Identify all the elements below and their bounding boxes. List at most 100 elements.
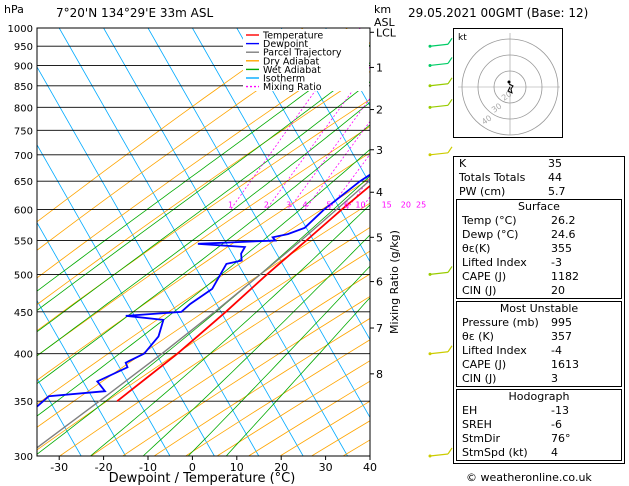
mixing-ratio-tick-label: 2 (264, 201, 269, 210)
right-unit-label-km: km (374, 3, 391, 16)
pressure-tick-label: 850 (14, 82, 33, 93)
pressure-tick-label: 800 (14, 103, 33, 114)
datetime-title: 29.05.2021 00GMT (Base: 12) (408, 6, 589, 20)
wind-barb (429, 351, 449, 355)
surface-row: Temp (°C) 26.2 (462, 214, 576, 227)
pressure-tick-label: 450 (14, 308, 33, 319)
mixing-ratio-axis-title: Mixing Ratio (g/kg) (388, 230, 401, 334)
series-dewpoint (37, 173, 370, 408)
surface-row: Lifted Index -3 (462, 256, 562, 269)
dry-adiabat (153, 317, 370, 456)
dry-adiabat (37, 70, 370, 306)
legend-entry: Mixing Ratio (263, 82, 322, 93)
wind-barb-station (428, 352, 432, 356)
wind-barb-flag (447, 57, 453, 64)
surface-row: Dewp (°C) 24.6 (462, 228, 576, 241)
isotherm (37, 299, 126, 456)
wind-barb (429, 62, 449, 67)
isotherm (58, 28, 304, 456)
dry-adiabat (37, 226, 370, 451)
most-unstable-row: CAPE (J) 1613 (462, 358, 579, 371)
mixing-ratio-labels: 1 2 3 4 5 6 10 15 20 25 (228, 201, 426, 210)
legend-entry: Dry Adiabat (263, 56, 320, 67)
isotherm (236, 28, 370, 263)
surface-row: CIN (J) 20 (462, 284, 565, 297)
surface-section: Surface Temp (°C) 26.2 Dewp (°C) 24.6 θε(K… (456, 199, 622, 299)
isotherm (37, 66, 260, 456)
wind-barb-station (428, 105, 432, 109)
isotherm (192, 28, 370, 341)
legend-background (243, 29, 369, 91)
x-tick-label: -30 (50, 461, 68, 474)
wind-barb (429, 152, 449, 156)
km-tick-label: 1 (376, 61, 383, 74)
series-temperature (116, 184, 370, 402)
wind-barbs (428, 37, 453, 458)
km-tick-label: 3 (376, 144, 383, 157)
mixing-ratio-tick-label: 10 (355, 201, 365, 210)
surface-row: CAPE (J) 1182 (462, 270, 579, 283)
hodograph-row: SREH -6 (462, 418, 562, 431)
wet-adiabat (187, 265, 370, 456)
pressure-tick-label: 550 (14, 237, 33, 248)
wet-adiabat (142, 234, 370, 456)
x-axis-title: Dewpoint / Temperature (°C) (109, 471, 296, 486)
pressure-tick-label: 400 (14, 350, 33, 361)
wind-barb-flag (447, 146, 453, 154)
hodograph-plot: kt 40 30 20 (458, 33, 560, 136)
wind-barb (429, 453, 449, 457)
pressure-tick-label: 300 (14, 452, 33, 463)
pressure-tick-label: 750 (14, 126, 33, 137)
mixing-ratio-tick-label: 1 (228, 201, 233, 210)
pressure-tick-label: 1000 (8, 24, 33, 35)
mixing-ratio-tick-label: 3 (286, 201, 291, 210)
pressure-tick-label: 700 (14, 151, 33, 162)
mixing-ratio-tick-label: 15 (382, 201, 392, 210)
index-row-totals: Totals Totals 44 (459, 171, 562, 184)
wind-barb-flag (447, 37, 453, 45)
most-unstable-row: θε (K) 357 (462, 330, 572, 343)
wind-barb-flag (447, 266, 453, 273)
mixing-ratio-tick-label: 25 (416, 201, 426, 210)
pressure-tick-label: 650 (14, 177, 33, 188)
wind-barb-flag (447, 345, 453, 353)
isotherm (37, 377, 82, 456)
km-tick-label: LCL (376, 26, 397, 39)
hodograph-panel: kt 40 30 20 (453, 28, 563, 138)
wind-barb-station (428, 44, 432, 48)
wet-adiabat (225, 297, 370, 456)
wind-barb-station (428, 153, 432, 157)
pressure-tick-label: 350 (14, 397, 33, 408)
hodograph-trace (507, 83, 514, 94)
wind-barb-flag (447, 447, 453, 455)
wind-barb (429, 83, 449, 87)
most-unstable-title: Most Unstable (499, 302, 579, 315)
pressure-tick-label: 500 (14, 270, 33, 281)
km-tick-label: 2 (376, 104, 383, 117)
location-title: 7°20'N 134°29'E 33m ASL (56, 6, 214, 20)
surface-title: Surface (518, 200, 560, 213)
x-tick-label: 30 (319, 461, 333, 474)
km-tick-label: 7 (376, 322, 383, 335)
x-tick-label: 0 (189, 461, 196, 474)
hodograph-row: StmSpd (kt) 4 (462, 446, 558, 459)
x-tick-label: 40 (363, 461, 377, 474)
mixing-ratio-tick-label: 6 (344, 201, 349, 210)
pressure-tick-label: 950 (14, 42, 33, 53)
legend-entry: Isotherm (263, 74, 305, 85)
km-tick-label: 6 (376, 276, 383, 289)
left-unit-label: hPa (4, 3, 24, 16)
km-tick-label: 4 (376, 186, 383, 199)
km-tick-label: 8 (376, 368, 383, 381)
wind-barb (429, 104, 449, 108)
km-tick-label: 5 (376, 231, 383, 244)
isotherm (325, 28, 370, 107)
wind-barb-flag (447, 77, 453, 85)
legend-entry: Parcel Trajectory (263, 48, 342, 59)
wind-barb (429, 271, 449, 276)
series-parcel-trajectory (37, 179, 370, 449)
isotherm (147, 28, 370, 419)
pressure-tick-label: 900 (14, 61, 33, 72)
dry-adiabat (37, 202, 370, 428)
wind-barb (429, 43, 449, 47)
